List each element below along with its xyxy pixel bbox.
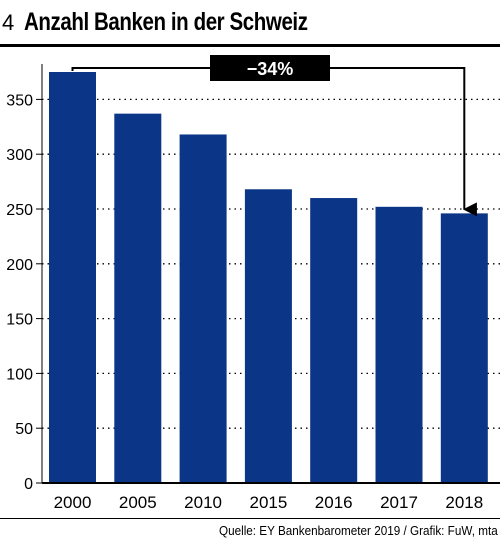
x-tick-label: 2017 bbox=[380, 493, 418, 512]
bottom-rule bbox=[0, 518, 500, 519]
y-tick-label: 350 bbox=[6, 92, 33, 109]
x-tick-label: 2005 bbox=[119, 493, 157, 512]
y-tick-label: 300 bbox=[6, 147, 33, 164]
x-tick-label: 2016 bbox=[315, 493, 353, 512]
change-annotation: −34% bbox=[71, 55, 477, 217]
y-axis: 0 50 100 150 200 250 300 350 bbox=[6, 64, 43, 493]
bar-2016 bbox=[310, 198, 358, 484]
bar-2017 bbox=[375, 206, 423, 484]
title-row: 4 Anzahl Banken in der Schweiz bbox=[0, 6, 500, 40]
y-tick-label: 250 bbox=[6, 202, 33, 219]
x-tick-label: 2000 bbox=[54, 493, 92, 512]
chart-title: Anzahl Banken in der Schweiz bbox=[24, 8, 308, 36]
y-tick-label: 100 bbox=[6, 366, 33, 383]
y-tick-label: 200 bbox=[6, 257, 33, 274]
bar-2005 bbox=[114, 113, 162, 483]
chart-number: 4 bbox=[2, 10, 15, 35]
x-axis: 2000 2005 2010 2015 2016 2017 2018 bbox=[42, 482, 500, 512]
bar-2010 bbox=[179, 134, 227, 484]
bars bbox=[49, 72, 488, 484]
annotation-box bbox=[210, 55, 330, 81]
bar-2015 bbox=[244, 189, 292, 483]
y-tick-label: 0 bbox=[24, 476, 33, 493]
x-tick-label: 2010 bbox=[184, 493, 222, 512]
x-tick-label: 2015 bbox=[249, 493, 287, 512]
bar-2018 bbox=[440, 213, 488, 483]
y-tick-label: 50 bbox=[15, 421, 33, 438]
source-note: Quelle: EY Bankenbarometer 2019 / Grafik… bbox=[219, 523, 498, 538]
title-rule bbox=[0, 44, 500, 47]
y-tick-label: 150 bbox=[6, 312, 33, 329]
x-tick-label: 2018 bbox=[445, 493, 483, 512]
annotation-label: −34% bbox=[247, 59, 294, 79]
bar-2000 bbox=[49, 72, 96, 483]
